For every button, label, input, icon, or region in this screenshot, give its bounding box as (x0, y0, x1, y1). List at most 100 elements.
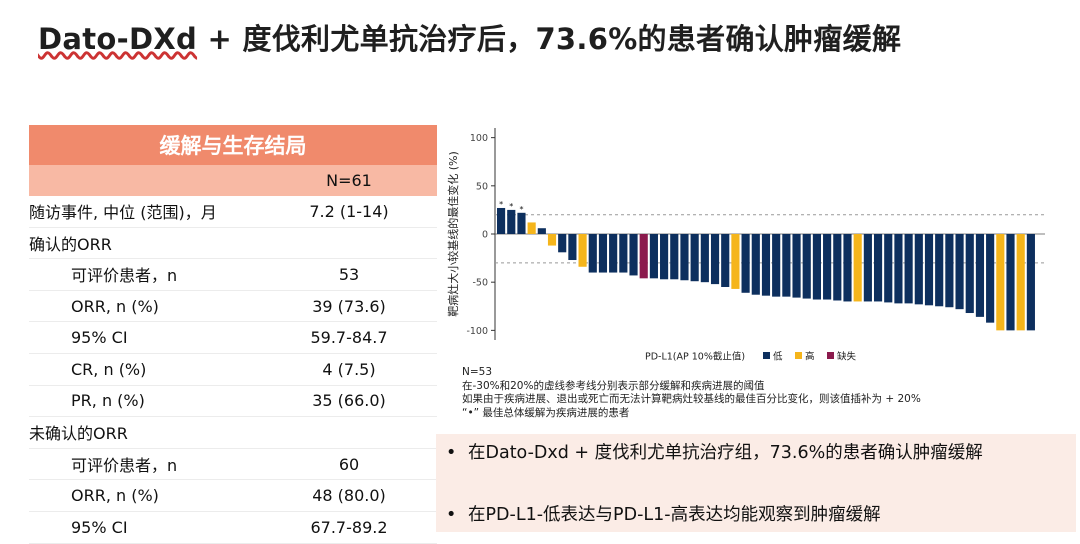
bar (812, 234, 821, 300)
bar (853, 234, 862, 302)
bar (588, 234, 597, 273)
table-row: CR, n (%) 4 (7.5) (29, 354, 437, 386)
bullet-text: 在PD-L1-低表达与PD-L1-高表达均能观察到肿瘤缓解 (468, 505, 881, 525)
bar (863, 234, 872, 302)
bar (578, 234, 587, 267)
row-label: 95% CI (71, 328, 128, 348)
y-tick-label: -50 (472, 278, 488, 289)
bar (884, 234, 893, 303)
bar (914, 234, 923, 305)
outcome-table: 缓解与生存结局 N=61 随访事件, 中位 (范围)，月 7.2 (1-14) 确认… (29, 125, 437, 544)
y-tick-label: -100 (466, 326, 488, 337)
row-value: 35 (66.0) (312, 391, 386, 411)
bar (497, 207, 506, 234)
bar (904, 234, 913, 304)
bar (568, 234, 577, 261)
row-value: 4 (7.5) (322, 359, 376, 379)
note-n: N=53 (462, 366, 493, 378)
row-value: 53 (338, 264, 360, 284)
row-value: 67.7-89.2 (310, 517, 388, 537)
bar (955, 234, 964, 310)
table-header: 缓解与生存结局 (29, 125, 437, 165)
row-label: 确认的ORR (29, 234, 112, 254)
note-line2: 如果由于疾病进展、退出或死亡而无法计算靶病灶较基线的最佳百分比变化，则该值插补为… (462, 393, 921, 405)
row-label: ORR, n (%) (71, 296, 159, 316)
bar (945, 234, 954, 308)
row-value: 7.2 (1-14) (309, 201, 389, 221)
table-row: 可评价患者，n 53 (29, 259, 437, 291)
note-line3-text: 最佳总体缓解为疾病进展的患者 (482, 406, 630, 419)
bar (1026, 234, 1035, 331)
page-title: Dato-DXd + 度伐利尤单抗治疗后，73.6%的患者确认肿瘤缓解 (38, 16, 901, 58)
table-row: 95% CI 59.7-84.7 (29, 322, 437, 354)
bar (873, 234, 883, 302)
bar (619, 234, 628, 273)
title-rest: + 度伐利尤单抗治疗后，73.6%的患者确认肿瘤缓解 (197, 22, 902, 56)
table-row: 未确认的ORR (29, 417, 437, 449)
bar (721, 234, 730, 287)
row-label: ORR, n (%) (71, 486, 159, 506)
table-column-header: N=61 (29, 165, 437, 196)
bar (975, 234, 985, 317)
note-marker: “•” (462, 406, 480, 419)
legend-swatch (827, 352, 834, 359)
bar (894, 234, 903, 304)
progression-marker: * (499, 200, 503, 209)
bar (537, 228, 546, 234)
bar (527, 222, 536, 234)
bar (772, 234, 781, 297)
bar (731, 234, 740, 289)
bar (598, 234, 608, 273)
legend-swatch (763, 352, 770, 359)
y-tick-label: 50 (476, 181, 488, 192)
bar (843, 234, 852, 302)
row-label: 可评价患者，n (71, 266, 178, 286)
bar (700, 234, 709, 283)
bar (710, 234, 720, 285)
bar (1006, 234, 1015, 331)
bar (639, 234, 648, 279)
row-value: 59.7-84.7 (310, 328, 388, 348)
progression-marker: * (509, 202, 513, 211)
bullet-text: 在Dato-Dxd + 度伐利尤单抗治疗组，73.6%的患者确认肿瘤缓解 (468, 443, 983, 463)
waterfall-svg: 100 50 0 -50 -100 * * * 靶病灶大小较基线的最佳变化 (%) PD-L1(A… (446, 128, 1045, 363)
legend-entry: 高 (805, 351, 815, 363)
row-value: 60 (338, 454, 360, 474)
y-tick-label: 0 (482, 230, 488, 241)
bar (558, 234, 567, 253)
bar (547, 234, 557, 246)
row-label: 随访事件, 中位 (范围)，月 (29, 203, 217, 223)
bar (680, 234, 689, 281)
row-label: 未确认的ORR (29, 424, 128, 444)
row-label: CR, n (%) (71, 359, 147, 379)
table-row: PR, n (%) 35 (66.0) (29, 386, 437, 418)
bar (935, 234, 944, 307)
chart-notes: N=53 在-30%和20%的虚线参考线分别表示部分缓解和疾病进展的阈值 如果由… (462, 366, 921, 420)
row-label: PR, n (%) (71, 391, 145, 411)
bullet-dot: • (446, 505, 457, 525)
row-value: 39 (73.6) (312, 296, 386, 316)
bar (782, 234, 791, 297)
bar (517, 212, 526, 234)
bar (761, 234, 771, 296)
column-n-label: N=61 (326, 171, 372, 190)
bar (741, 234, 750, 293)
table-row: 确认的ORR (29, 228, 437, 260)
bar (629, 234, 638, 276)
bar (965, 234, 974, 314)
legend-entry: 缺失 (837, 351, 857, 363)
waterfall-chart: 100 50 0 -50 -100 * * * 靶病灶大小较基线的最佳变化 (%) PD-L1(A… (440, 118, 1065, 436)
y-axis-label: 靶病灶大小较基线的最佳变化 (%) (446, 151, 460, 317)
bar (690, 234, 699, 282)
bar (649, 234, 658, 279)
note-line3: “•” 最佳总体缓解为疾病进展的患者 (462, 407, 921, 421)
bar (660, 234, 669, 280)
bar (507, 209, 516, 234)
table-row: ORR, n (%) 39 (73.6) (29, 291, 437, 323)
table-row: 95% CI 67.7-89.2 (29, 512, 437, 544)
summary-bullets: • 在Dato-Dxd + 度伐利尤单抗治疗组，73.6%的患者确认肿瘤缓解 •… (436, 434, 1076, 532)
title-brand: Dato-DXd (38, 22, 198, 56)
bar (833, 234, 842, 301)
row-value: 48 (80.0) (312, 486, 386, 506)
progression-marker: * (519, 205, 523, 214)
